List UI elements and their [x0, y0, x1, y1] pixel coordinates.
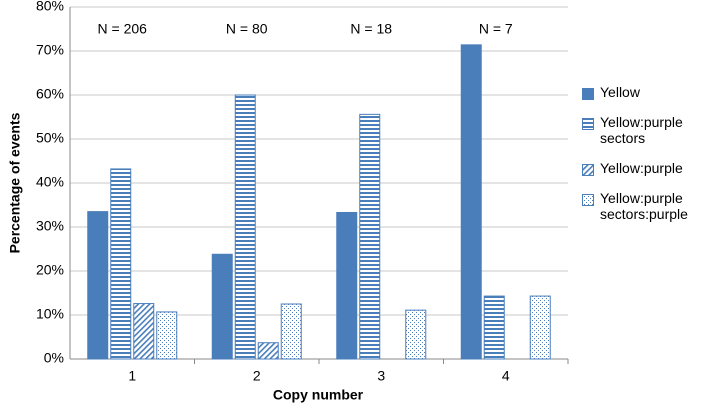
y-tick-label: 40%: [36, 174, 64, 190]
legend-swatch: [582, 118, 594, 130]
y-tick-label: 50%: [36, 130, 64, 146]
annotation: N = 7: [479, 21, 513, 37]
x-tick-label: 4: [502, 368, 510, 384]
bar: [234, 94, 256, 360]
x-tick-label: 2: [253, 368, 261, 384]
bar: [211, 253, 233, 360]
legend-swatch: [582, 88, 594, 100]
bar: [460, 44, 482, 360]
x-axis-label: Copy number: [273, 387, 364, 403]
y-tick-label: 30%: [36, 218, 64, 234]
bar: [156, 311, 178, 360]
bar: [257, 342, 279, 360]
annotation: N = 80: [226, 21, 268, 37]
bar: [336, 211, 358, 360]
y-tick-label: 20%: [36, 262, 64, 278]
legend-label: Yellow:purple: [600, 160, 683, 176]
bar: [529, 295, 551, 360]
x-tick-label: 1: [128, 368, 136, 384]
y-tick-label: 10%: [36, 306, 64, 322]
legend-label: Yellow:purple sectors:purple: [600, 190, 688, 222]
bar: [483, 295, 505, 360]
legend-swatch: [582, 194, 594, 206]
bar: [405, 309, 427, 360]
legend-label: Yellow:purple sectors: [600, 114, 683, 146]
legend-item: Yellow:purple: [582, 160, 707, 176]
legend-item: Yellow:purple sectors:purple: [582, 190, 707, 222]
annotation: N = 18: [350, 21, 392, 37]
bar: [110, 168, 132, 360]
y-tick-label: 0%: [44, 350, 64, 366]
legend-label: Yellow: [600, 84, 640, 100]
y-tick-label: 80%: [36, 0, 64, 14]
bar: [359, 113, 381, 360]
y-axis-label: Percentage of events: [7, 112, 23, 253]
annotation: N = 206: [98, 21, 148, 37]
y-tick-label: 70%: [36, 42, 64, 58]
bar: [280, 303, 302, 360]
bar: [133, 303, 155, 360]
bar: [87, 211, 109, 360]
legend-item: Yellow:purple sectors: [582, 114, 707, 146]
legend-item: Yellow: [582, 84, 707, 100]
legend-swatch: [582, 164, 594, 176]
legend: Yellow Yellow:purple sectors Yellow:purple…: [582, 84, 707, 236]
x-tick-label: 3: [377, 368, 385, 384]
y-tick-label: 60%: [36, 86, 64, 102]
